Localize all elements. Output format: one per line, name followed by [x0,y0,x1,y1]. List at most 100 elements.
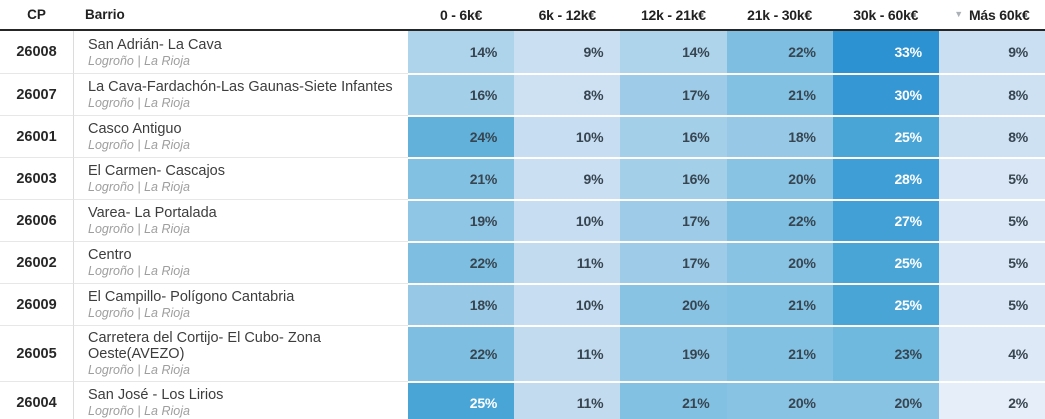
sort-desc-icon: ▼ [954,9,963,19]
percent-cell: 9% [938,31,1045,73]
barrio-name: La Cava-Fardachón-Las Gaunas-Siete Infan… [88,79,393,95]
percent-cell: 20% [726,241,833,283]
percent-cell: 9% [514,157,621,199]
table-row: 26008 San Adrián- La Cava Logroño | La R… [0,31,1045,73]
percent-cell: 22% [408,241,515,283]
table-row: 26009 El Campillo- Polígono Cantabria Lo… [0,283,1045,325]
percent-cell: 8% [938,115,1045,157]
percent-cell: 17% [620,199,727,241]
barrio-name: Centro [88,247,132,263]
barrio-name: El Campillo- Polígono Cantabria [88,289,295,305]
percent-cell: 11% [514,325,621,381]
percent-cell: 24% [408,115,515,157]
table-header-row: CP Barrio 0 - 6k€ 6k - 12k€ 12k - 21k€ 2… [0,0,1045,31]
cp-cell: 26006 [0,199,73,241]
percent-cell: 23% [832,325,939,381]
percent-cell: 21% [726,283,833,325]
column-header-30k-60k[interactable]: 30k - 60k€ [853,6,919,23]
column-header-12k-21k[interactable]: 12k - 21k€ [640,6,706,23]
barrio-cell: Carretera del Cortijo- El Cubo- Zona Oes… [73,325,408,381]
barrio-cell: Varea- La Portalada Logroño | La Rioja [73,199,408,241]
table-row: 26003 El Carmen- Cascajos Logroño | La R… [0,157,1045,199]
percent-cell: 33% [832,31,939,73]
column-header-6k-12k[interactable]: 6k - 12k€ [538,6,597,23]
cp-cell: 26002 [0,241,73,283]
percent-cell: 16% [620,157,727,199]
cp-cell: 26008 [16,44,57,60]
percent-cell: 10% [514,283,621,325]
percent-cell: 20% [726,381,833,419]
table-row: 26006 Varea- La Portalada Logroño | La R… [0,199,1045,241]
percent-cell: 16% [408,73,515,115]
barrio-cell: La Cava-Fardachón-Las Gaunas-Siete Infan… [73,73,408,115]
percent-cell: 14% [408,31,515,73]
percent-cell: 25% [408,381,515,419]
percent-cell: 21% [408,157,515,199]
percent-cell: 20% [726,157,833,199]
percent-cell: 11% [514,241,621,283]
barrio-location: Logroño | La Rioja [88,222,190,236]
barrio-location: Logroño | La Rioja [88,96,190,110]
percent-cell: 19% [620,325,727,381]
table-body: 26008 San Adrián- La Cava Logroño | La R… [0,31,1045,419]
percent-cell: 22% [726,199,833,241]
percent-cell: 5% [938,241,1045,283]
barrio-cell: El Carmen- Cascajos Logroño | La Rioja [73,157,408,199]
column-header-21k-30k[interactable]: 21k - 30k€ [747,6,813,23]
percent-cell: 8% [938,73,1045,115]
percent-cell: 25% [832,241,939,283]
percent-cell: 11% [514,381,621,419]
table-row: 26001 Casco Antiguo Logroño | La Rioja 2… [0,115,1045,157]
percent-cell: 18% [408,283,515,325]
barrio-location: Logroño | La Rioja [88,264,190,278]
barrio-name: El Carmen- Cascajos [88,163,225,179]
percent-cell: 20% [620,283,727,325]
column-header-0-6k[interactable]: 0 - 6k€ [439,6,483,23]
percent-cell: 22% [726,31,833,73]
percent-cell: 21% [620,381,727,419]
percent-cell: 10% [514,115,621,157]
percent-cell: 21% [726,325,833,381]
cp-cell: 26003 [0,157,73,199]
percent-cell: 22% [408,325,515,381]
barrio-cell: El Campillo- Polígono Cantabria Logroño … [73,283,408,325]
percent-cell: 16% [620,115,727,157]
barrio-location: Logroño | La Rioja [88,363,190,377]
barrio-cell: Casco Antiguo Logroño | La Rioja [73,115,408,157]
barrio-cell: San José - Los Lirios Logroño | La Rioja [73,381,408,419]
table-row: 26007 La Cava-Fardachón-Las Gaunas-Siete… [0,73,1045,115]
percent-cell: 30% [832,73,939,115]
percent-cell: 27% [832,199,939,241]
cp-cell: 26009 [0,283,73,325]
cp-cell: 26005 [0,325,73,381]
percent-cell: 20% [832,381,939,419]
barrio-name: San Adrián- La Cava [88,36,222,53]
barrio-location: Logroño | La Rioja [88,180,190,194]
percent-cell: 8% [514,73,621,115]
percent-cell: 9% [514,31,621,73]
barrio-location: Logroño | La Rioja [88,138,190,152]
percent-cell: 17% [620,73,727,115]
column-header-barrio[interactable]: Barrio [85,7,125,22]
percent-cell: 14% [620,31,727,73]
percent-cell: 19% [408,199,515,241]
percent-cell: 2% [938,381,1045,419]
percent-cell: 25% [832,283,939,325]
percent-cell: 18% [726,115,833,157]
percent-cell: 4% [938,325,1045,381]
barrio-cell: San Adrián- La Cava Logroño | La Rioja [73,31,408,73]
percent-cell: 28% [832,157,939,199]
percent-cell: 25% [832,115,939,157]
cp-cell: 26001 [0,115,73,157]
column-header-cp[interactable]: CP [27,7,46,22]
barrio-location: Logroño | La Rioja [88,306,190,320]
percent-cell: 10% [514,199,621,241]
percent-cell: 5% [938,199,1045,241]
column-header-mas-60k[interactable]: ▼ Más 60k€ [939,0,1045,29]
table-row: 26004 San José - Los Lirios Logroño | La… [0,381,1045,419]
barrio-cell: Centro Logroño | La Rioja [73,241,408,283]
cp-cell: 26004 [0,381,73,419]
percent-cell: 21% [726,73,833,115]
cp-cell: 26007 [0,73,73,115]
